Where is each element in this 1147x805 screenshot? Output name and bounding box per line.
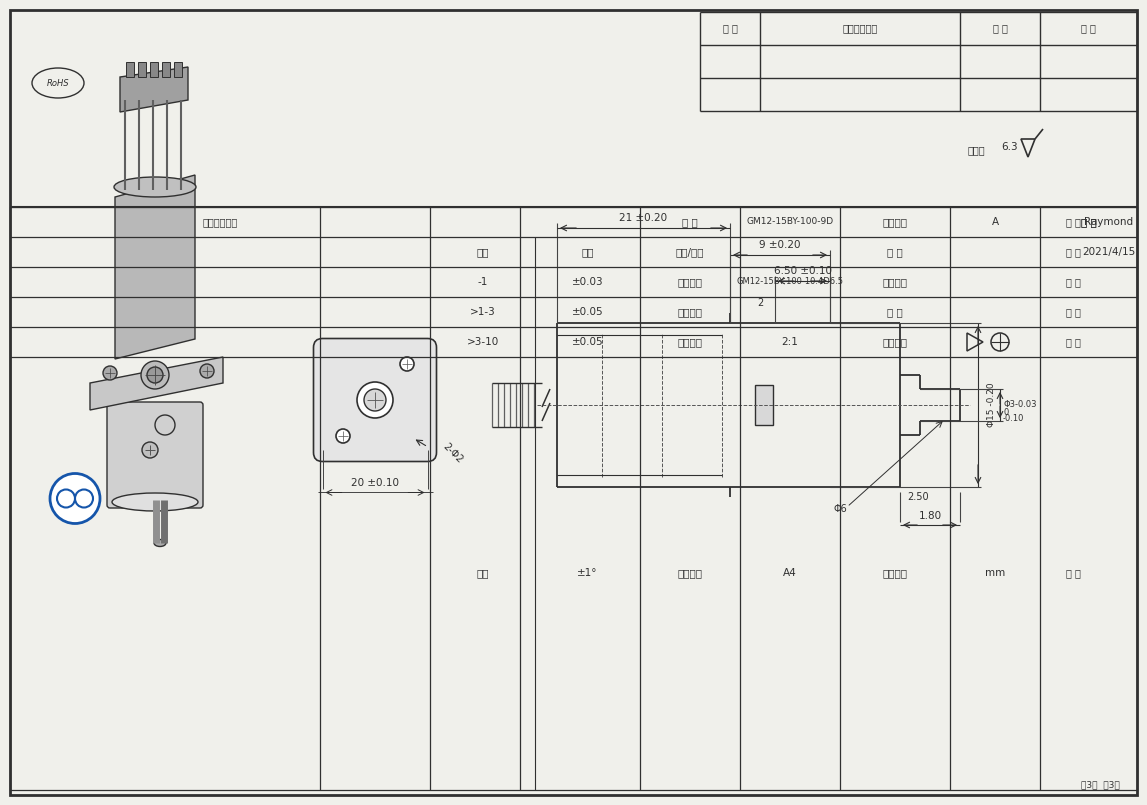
Text: 日 期: 日 期 [1066,247,1080,257]
Circle shape [400,357,414,371]
Text: 2021/4/15: 2021/4/15 [1082,247,1136,257]
Text: Φ6: Φ6 [833,504,846,514]
Bar [162,62,170,77]
Circle shape [103,366,117,380]
Text: Φ3-0.03: Φ3-0.03 [1002,401,1037,410]
Circle shape [200,364,214,378]
Text: 图纸编号: 图纸编号 [678,307,702,317]
Circle shape [155,415,175,435]
Text: 允许公差范围: 允许公差范围 [202,217,237,227]
Text: 料 号: 料 号 [682,217,697,227]
Text: 2-Φ2: 2-Φ2 [440,441,465,465]
Bar [755,385,773,425]
Ellipse shape [154,539,166,547]
Text: 尺寸: 尺寸 [476,247,489,257]
Circle shape [336,429,350,443]
Circle shape [147,367,163,383]
Text: ±1°: ±1° [577,568,598,579]
Text: 公差: 公差 [582,247,594,257]
Polygon shape [89,357,223,410]
Text: 产品名称: 产品名称 [678,277,702,287]
Text: 确 认: 确 认 [1066,337,1080,347]
Text: 制 图: 制 图 [1066,217,1080,227]
Circle shape [142,442,158,458]
Text: 制 图: 制 图 [1080,217,1097,227]
Text: 日 期: 日 期 [1066,568,1080,579]
Text: 21 ±0.20: 21 ±0.20 [619,213,668,223]
Text: 图纸版本: 图纸版本 [882,217,907,227]
Bar [174,62,182,77]
Text: 尺寸单位: 尺寸单位 [882,568,907,579]
Text: 标 记: 标 记 [723,23,738,34]
Text: 硬 度: 硬 度 [887,307,903,317]
Text: ±0.03: ±0.03 [571,277,603,287]
Text: 2: 2 [757,298,763,308]
Text: ±0.05: ±0.05 [571,307,603,317]
Text: 6.50 ±0.10: 6.50 ±0.10 [773,266,832,276]
FancyBboxPatch shape [107,402,203,508]
Text: 投影视图: 投影视图 [882,337,907,347]
FancyBboxPatch shape [313,338,437,461]
Text: 核 准: 核 准 [992,23,1007,34]
Polygon shape [120,67,188,112]
Text: 图纸规格: 图纸规格 [678,568,702,579]
Text: >3-10: >3-10 [467,337,499,347]
Text: 0: 0 [1002,408,1008,418]
Text: RoHS: RoHS [47,79,69,88]
Text: 6.3: 6.3 [1001,142,1019,152]
Text: >1-3: >1-3 [469,307,496,317]
Bar [126,62,134,77]
Text: 材质/规格: 材质/规格 [676,247,704,257]
Text: 日 期: 日 期 [1066,307,1080,317]
Text: 1.80: 1.80 [919,511,942,521]
Text: 20 ±0.10: 20 ±0.10 [351,477,399,488]
Text: 审 查: 审 查 [1066,277,1080,287]
Text: Φ15 -0.20: Φ15 -0.20 [988,382,997,427]
Text: 角度: 角度 [476,568,489,579]
Text: GM12-15BY-100-10.4D6.5: GM12-15BY-100-10.4D6.5 [736,278,843,287]
Text: 图纸比例: 图纸比例 [678,337,702,347]
Text: A: A [991,217,999,227]
Polygon shape [115,175,195,359]
Text: A4: A4 [783,568,797,579]
Text: 表面处理: 表面处理 [882,277,907,287]
Text: 2:1: 2:1 [781,337,798,347]
Text: mm: mm [985,568,1005,579]
Text: 9 ±0.20: 9 ±0.20 [759,240,801,250]
Text: 2.50: 2.50 [907,492,929,502]
Bar [150,62,158,77]
Circle shape [50,473,100,523]
Text: 客 户: 客 户 [887,247,903,257]
Text: -1: -1 [477,277,487,287]
Text: 日 期: 日 期 [1082,23,1095,34]
Text: -0.10: -0.10 [1002,415,1024,423]
Text: 第3页  关3页: 第3页 关3页 [1082,781,1119,790]
Ellipse shape [112,493,198,511]
Circle shape [141,361,169,389]
Text: 更正内容记录: 更正内容记录 [842,23,877,34]
Text: 制 图: 制 图 [1080,217,1097,227]
Text: 其余：: 其余： [967,145,985,155]
Text: ±0.05: ±0.05 [571,337,603,347]
Circle shape [364,389,387,411]
Circle shape [357,382,393,418]
Bar [138,62,146,77]
Text: Raymond: Raymond [1084,217,1133,227]
Ellipse shape [114,177,196,197]
Text: GM12-15BY-100-9D: GM12-15BY-100-9D [747,217,834,226]
